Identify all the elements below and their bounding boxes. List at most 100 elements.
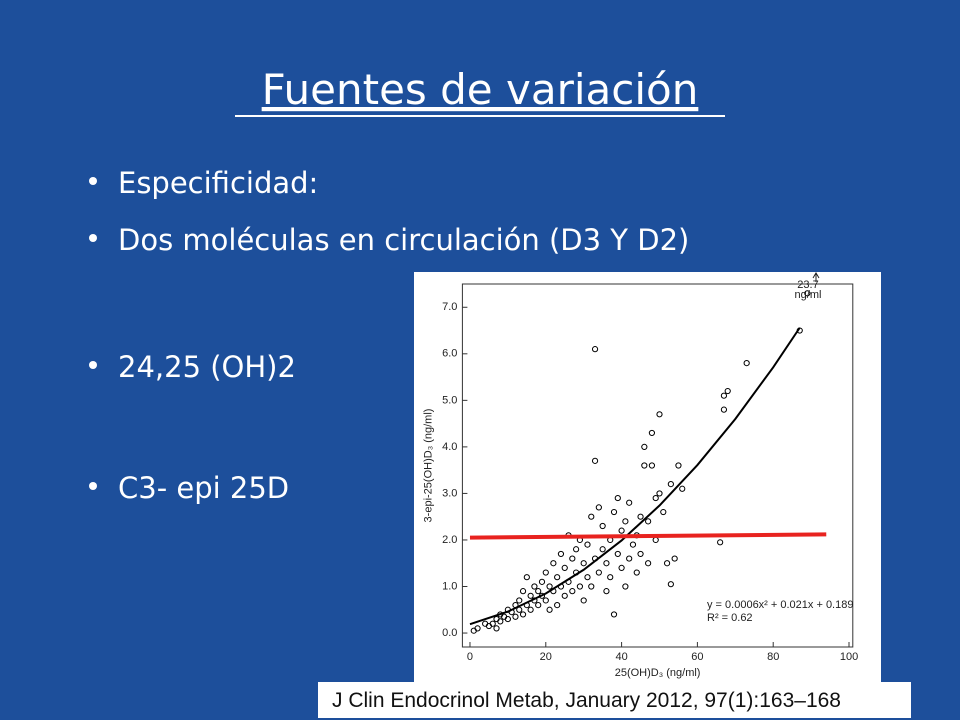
citation-box (318, 682, 911, 718)
point (538, 578, 546, 585)
bullet-dot (89, 234, 97, 242)
point (561, 592, 568, 599)
point (542, 569, 549, 576)
y-tick-label: 6.0 (442, 348, 457, 360)
point (656, 490, 663, 497)
bullet-dot (89, 361, 97, 369)
x-tick-label: 20 (540, 651, 552, 663)
annotation: y = 0.0006x² + 0.021x + 0.189 (707, 599, 853, 611)
x-tick-label: 0 (467, 651, 473, 663)
point (603, 560, 610, 567)
point (607, 574, 614, 581)
point (588, 513, 595, 520)
point (626, 499, 633, 506)
point (474, 625, 481, 632)
point (720, 392, 728, 399)
slide-title: Fuentes de variación (262, 65, 699, 114)
point (504, 615, 511, 623)
annotation: 23.7 (797, 279, 818, 291)
y-tick-label: 7.0 (442, 301, 457, 313)
point (550, 560, 557, 567)
point (641, 443, 648, 450)
point (527, 592, 534, 599)
point (557, 550, 565, 558)
x-tick-label: 40 (615, 651, 627, 663)
point (645, 560, 652, 567)
point (595, 504, 602, 511)
point (561, 564, 568, 571)
y-tick-label: 5.0 (442, 394, 457, 406)
point (618, 564, 625, 571)
point (591, 346, 599, 353)
point (633, 569, 640, 576)
plot-frame (461, 283, 854, 648)
point (599, 522, 606, 530)
point (648, 429, 656, 437)
y-tick-label: 1.0 (442, 580, 457, 592)
point (531, 583, 538, 590)
point (610, 508, 618, 516)
point (652, 494, 659, 502)
point (614, 550, 621, 558)
point (584, 574, 591, 581)
point (569, 555, 576, 562)
point (573, 546, 580, 553)
point (660, 508, 667, 516)
point (626, 555, 633, 562)
reference-line (469, 532, 827, 540)
point (493, 625, 500, 632)
point (569, 588, 576, 595)
x-axis-label: 25(OH)D₃ (ng/ml) (615, 667, 701, 679)
annotation-arrow (812, 272, 820, 282)
point (516, 597, 523, 604)
bullet-text: Especificidad: (118, 166, 318, 200)
point (656, 411, 663, 418)
point (580, 560, 587, 567)
point (535, 588, 542, 595)
x-tick-label: 60 (691, 651, 703, 663)
point (497, 618, 504, 625)
point (743, 360, 750, 367)
x-tick-label: 100 (840, 651, 858, 663)
point (629, 541, 637, 548)
point (610, 611, 618, 618)
point (675, 462, 682, 469)
point (535, 602, 542, 609)
point (663, 560, 671, 567)
point (580, 597, 587, 604)
point (603, 588, 610, 595)
point (599, 546, 606, 553)
y-axis-label: 3-epi-25(OH)D₃ (ng/ml) (422, 409, 434, 523)
annotation: R² = 0.62 (707, 612, 753, 624)
point (637, 513, 644, 520)
point (614, 494, 621, 502)
fit-curve (469, 327, 801, 626)
point (622, 583, 629, 590)
point (591, 457, 599, 464)
point (724, 387, 731, 395)
point (588, 583, 595, 590)
point (554, 574, 561, 581)
point (512, 613, 519, 620)
bullet-text: Dos moléculas en circulación (D3 Y D2) (118, 223, 689, 257)
point (576, 583, 583, 590)
point (519, 588, 527, 595)
point (804, 290, 811, 297)
point (595, 569, 602, 576)
x-tick-label: 80 (767, 651, 779, 663)
point (671, 555, 678, 562)
point (542, 597, 549, 604)
citation: J Clin Endocrinol Metab, January 2012, 9… (332, 689, 841, 712)
bullet-text: C3- epi 25D (118, 471, 289, 505)
point (584, 541, 591, 548)
chart-panel (414, 272, 881, 684)
point (622, 518, 629, 525)
point (667, 581, 674, 588)
point (519, 611, 527, 618)
point (554, 602, 561, 609)
annotation: ng/ml (795, 289, 822, 301)
bullet-dot (89, 177, 97, 185)
chart: 0.0 1.0 2.0 3.0 4.0 5.0 6.0 7.0 0 20 40 60 80 100 25(O… (422, 272, 858, 679)
